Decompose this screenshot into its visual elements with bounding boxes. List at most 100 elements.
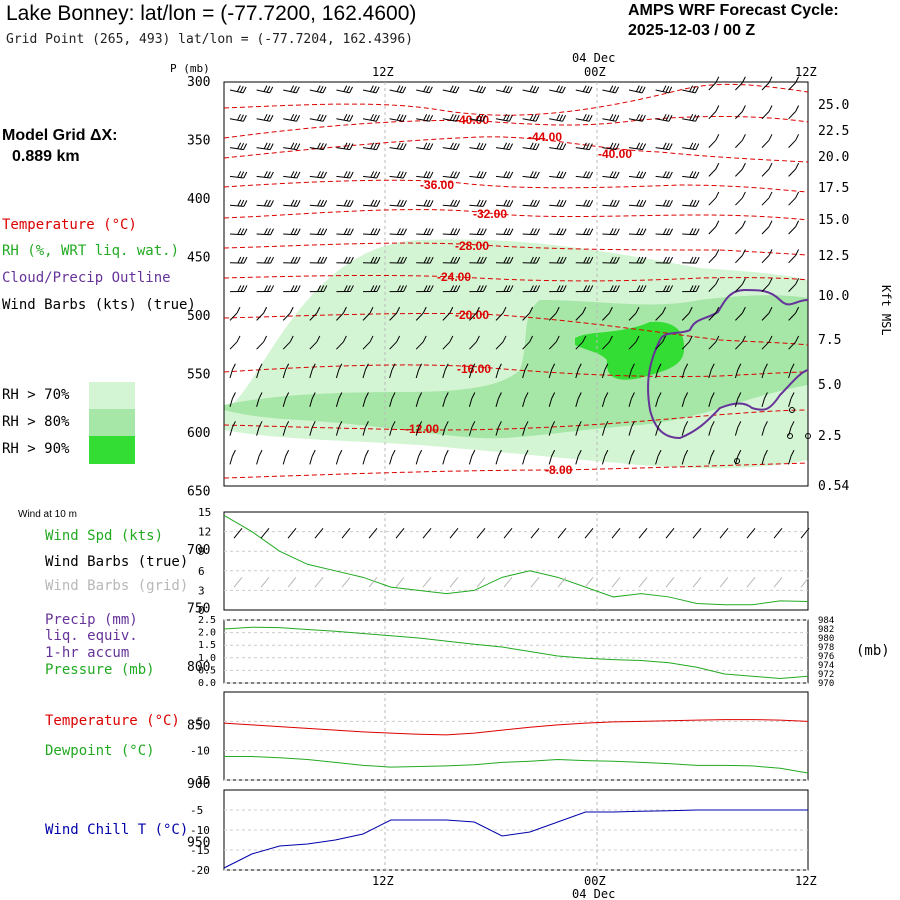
- wind-barb-staff: [415, 398, 420, 407]
- surface-wind-barb-true: [584, 528, 594, 539]
- wind-barb-feather: [295, 86, 300, 94]
- wind-barb-feather: [311, 392, 316, 399]
- wind-barb-feather: [636, 171, 641, 178]
- wind-tick-label: 3: [198, 584, 205, 597]
- surface-wind-barb-true: [422, 528, 432, 539]
- wind-barb-feather: [695, 285, 700, 292]
- wind-barb-feather: [636, 113, 640, 121]
- wind-barb-feather: [317, 171, 321, 178]
- wind-barb-feather: [396, 142, 401, 149]
- isotherm-2: [223, 136, 809, 163]
- wind-barb-feather: [741, 249, 746, 256]
- wind-barb-feather: [263, 171, 268, 178]
- wind-tick-label: 6: [198, 565, 205, 578]
- wind-barb-staff: [495, 175, 510, 179]
- wind-barb-feather: [240, 142, 245, 150]
- wind-barb-staff: [522, 455, 526, 465]
- wind-barb-staff: [283, 175, 298, 179]
- wind-barb-feather: [343, 113, 348, 121]
- surface-wind-barb-grid: [800, 577, 810, 588]
- wind-barb-feather: [426, 285, 431, 292]
- wind-barb-feather: [695, 171, 700, 179]
- wind-barb-feather: [428, 86, 433, 94]
- wind-barb-feather: [657, 392, 662, 399]
- wind-barb-staff: [282, 398, 287, 407]
- wind-barb-feather: [529, 306, 534, 314]
- wind-barb-feather: [608, 306, 613, 314]
- wind-barb-feather: [290, 285, 295, 292]
- wind-barb-feather: [471, 421, 476, 428]
- wind-barb-feather: [338, 392, 343, 399]
- wind-barb-staff: [309, 455, 313, 465]
- wind-barb-staff: [229, 118, 244, 122]
- wind-barb-staff: [309, 175, 324, 179]
- wind-barb-feather: [444, 421, 449, 428]
- wind-barb-feather: [317, 228, 322, 235]
- wind-barb-feather: [320, 171, 324, 178]
- wind-barb-feather: [692, 114, 697, 121]
- kft-tick-label: 12.5: [818, 249, 849, 264]
- wind-barb-staff: [362, 118, 377, 122]
- wind-barb-staff: [735, 312, 743, 321]
- wind-barb-feather: [369, 306, 374, 314]
- wind-barb-feather: [237, 142, 242, 149]
- wind-barb-feather: [399, 171, 404, 178]
- wind-barb-feather: [662, 113, 667, 121]
- wind-barb-feather: [639, 256, 644, 264]
- surface-wind-barb-grid: [773, 577, 783, 588]
- bottom-time-label: 00Z: [584, 874, 606, 888]
- wind-barb-feather: [237, 228, 242, 235]
- isotherm-label: -40.00: [598, 147, 632, 161]
- wind-barb-feather: [503, 199, 508, 207]
- wind-barb-staff: [282, 312, 291, 321]
- wind-barb-feather: [689, 113, 694, 121]
- temp-tick-label: -15: [190, 774, 210, 787]
- wind-barb-feather: [662, 306, 667, 314]
- wind-barb-feather: [426, 199, 431, 207]
- wind-barb-feather: [612, 114, 617, 121]
- wind-barb-feather: [604, 363, 609, 370]
- wind-barb-feather: [684, 449, 689, 457]
- wind-barb-feather: [583, 285, 588, 292]
- wind-barb-staff: [389, 175, 404, 179]
- windchill-panel-frame: [223, 789, 809, 871]
- wind-barb-staff: [788, 111, 796, 120]
- wind-barb-feather: [349, 86, 354, 94]
- wind-barb-feather: [343, 285, 348, 292]
- temp-panel-frame: [223, 691, 809, 781]
- wind-barb-feather: [529, 171, 534, 178]
- wind-barb-feather: [266, 114, 271, 121]
- wind-barb-staff: [495, 233, 510, 236]
- wind-barb-staff: [522, 89, 536, 94]
- wind-barb-staff: [442, 398, 446, 407]
- wind-barb-staff: [788, 341, 796, 350]
- wind-barb-feather: [684, 421, 689, 428]
- wind-barb-feather: [577, 392, 582, 399]
- wind-barb-feather: [529, 199, 534, 207]
- wind-barb-feather: [319, 114, 324, 121]
- wind-barb-feather: [373, 256, 378, 264]
- label-pressure: Pressure (mb): [45, 662, 155, 678]
- wind-barb-feather: [582, 306, 587, 314]
- wind-barb-staff: [282, 341, 291, 350]
- wind-barb-feather: [322, 86, 327, 94]
- wind-barb-feather: [497, 421, 502, 428]
- wind-barb-staff: [681, 455, 686, 465]
- wind-barb-feather: [349, 285, 354, 292]
- wind-barb-staff: [682, 147, 696, 151]
- wind-barb-staff: [309, 147, 324, 151]
- pressure-tick-label: 700: [187, 543, 210, 558]
- wind-barb-staff: [655, 341, 663, 350]
- wind-barb-feather: [285, 363, 290, 370]
- wind-barb-staff: [655, 118, 670, 122]
- surface-wind-barb-grid: [665, 577, 675, 588]
- label-wind-spd: Wind Spd (kts): [45, 528, 164, 544]
- wind-barb-staff: [282, 455, 287, 465]
- wind-barb-feather: [231, 363, 236, 370]
- wind-barb-feather: [666, 256, 670, 264]
- wind-barb-feather: [290, 113, 295, 121]
- wind-barb-feather: [535, 143, 540, 150]
- wind-barb-staff: [708, 111, 717, 120]
- wind-panel-frame: [223, 511, 809, 611]
- wind-barb-feather: [418, 363, 423, 370]
